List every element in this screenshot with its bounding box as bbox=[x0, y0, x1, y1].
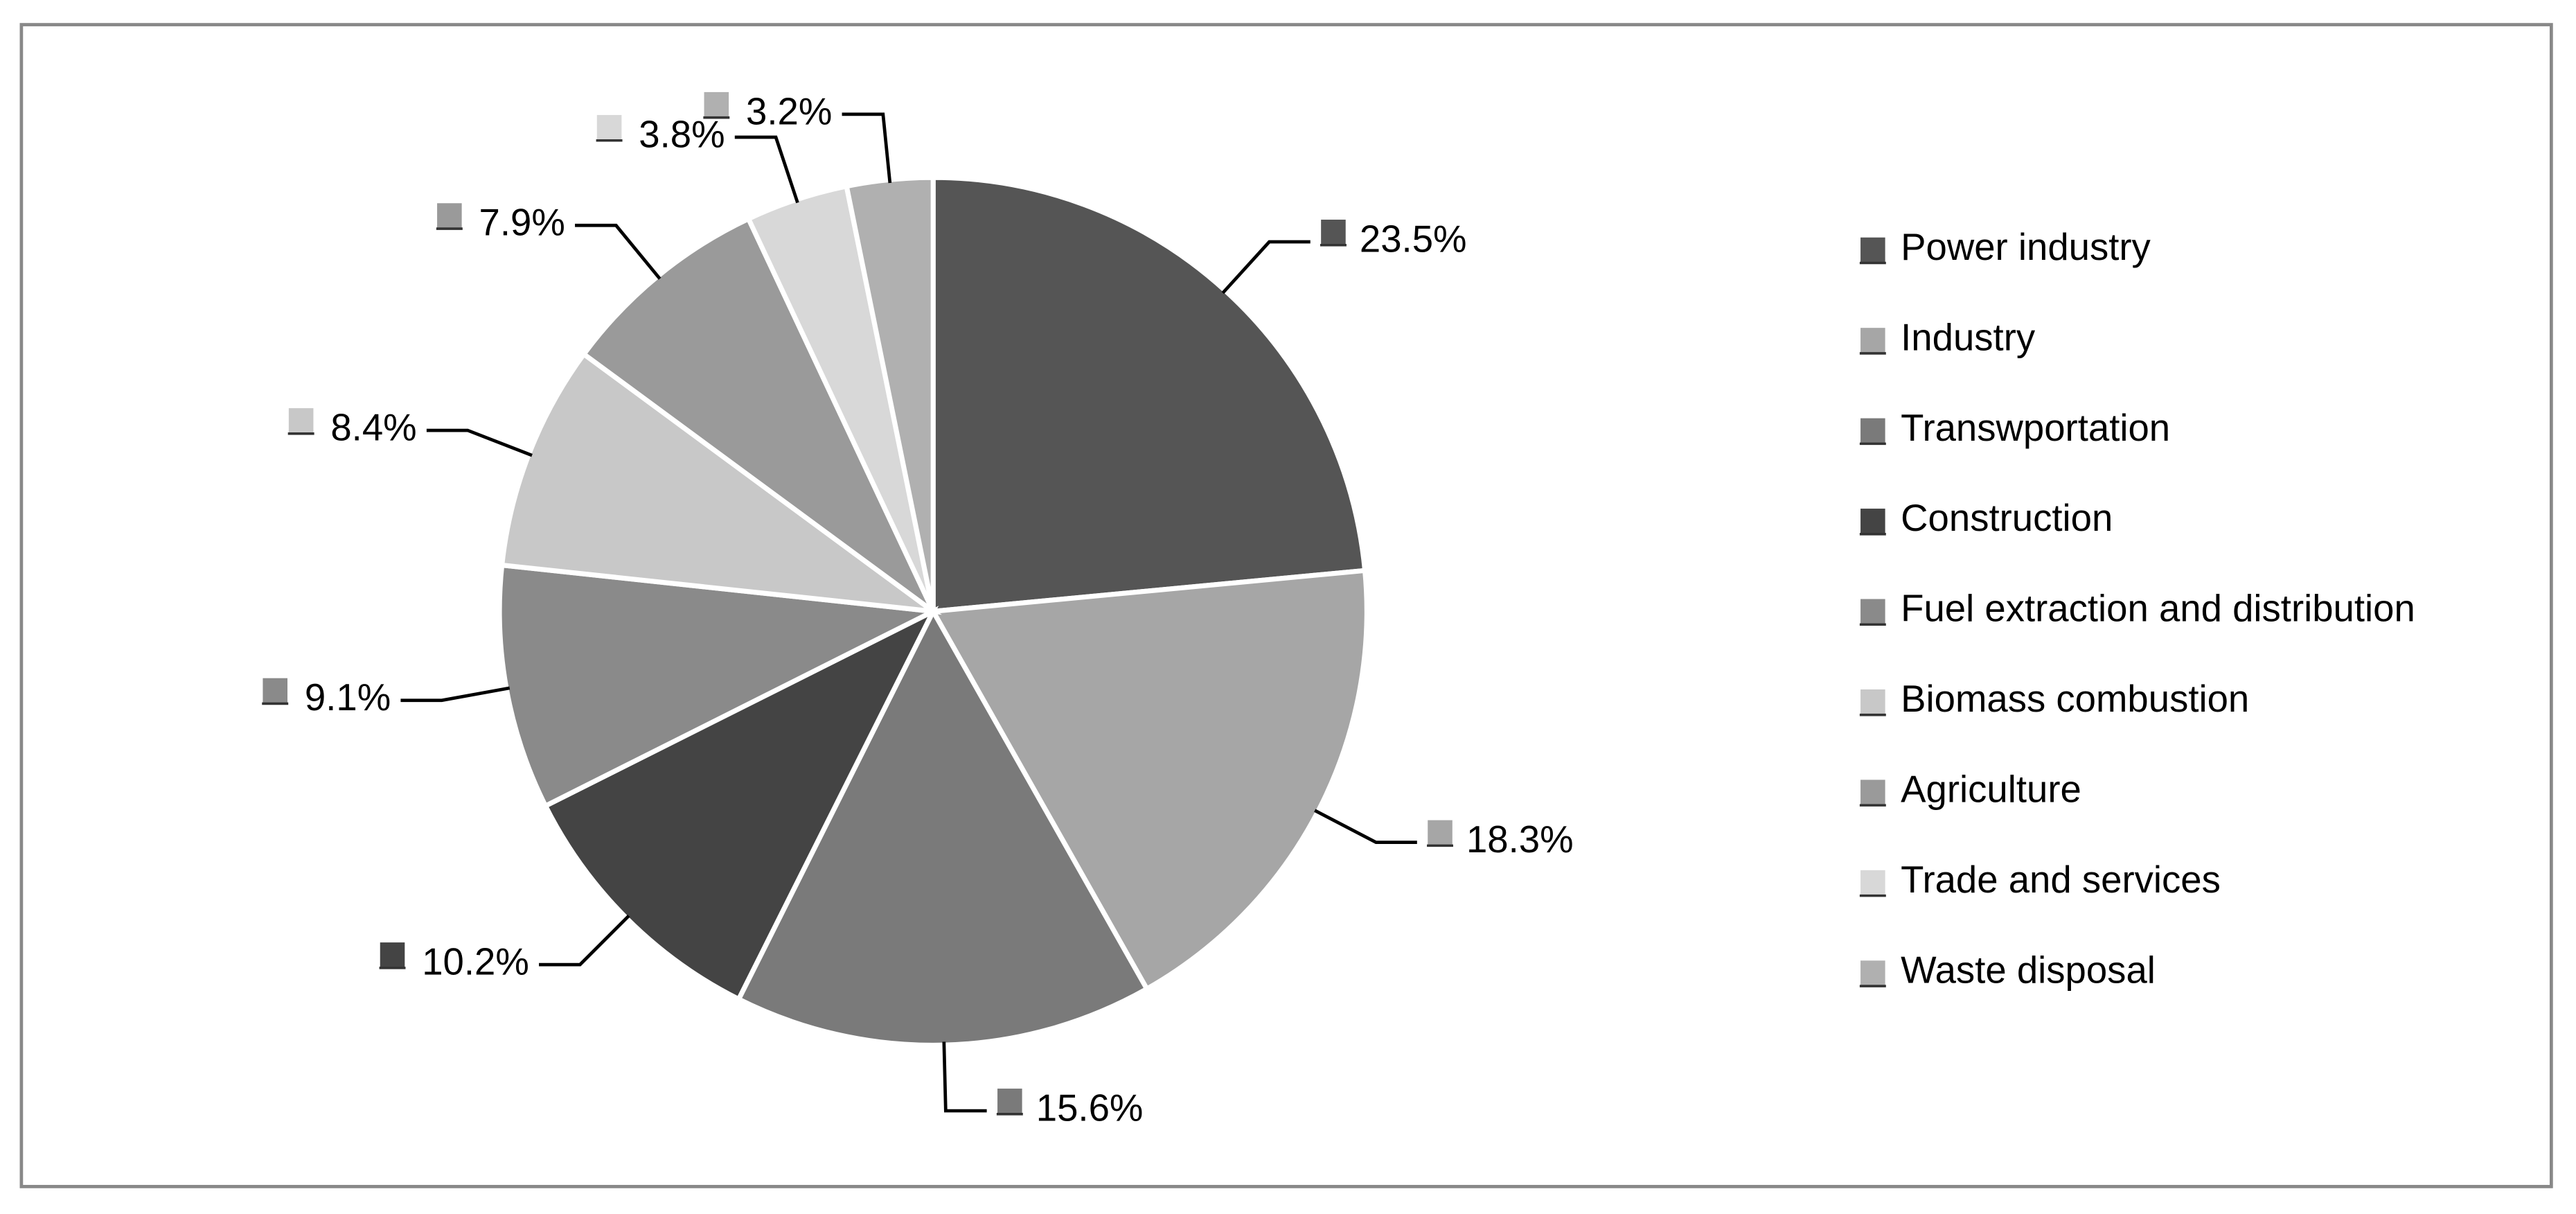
label-swatch bbox=[435, 201, 464, 230]
legend-swatch bbox=[1858, 416, 1887, 445]
leader-line bbox=[400, 686, 510, 703]
data-label: 9.1% bbox=[305, 676, 391, 719]
data-label: 23.5% bbox=[1360, 218, 1467, 260]
legend-label: Biomass combustion bbox=[1901, 678, 2249, 720]
leader-line bbox=[942, 1041, 987, 1113]
data-label: 15.6% bbox=[1036, 1087, 1144, 1129]
label-swatch bbox=[287, 406, 315, 435]
legend-swatch bbox=[1858, 326, 1887, 355]
leader-line bbox=[1221, 240, 1311, 294]
leader-line bbox=[1314, 809, 1417, 845]
legend-swatch bbox=[1858, 778, 1887, 807]
legend-label: Agriculture bbox=[1901, 768, 2081, 811]
leader-line bbox=[426, 428, 533, 457]
data-label: 3.2% bbox=[746, 90, 832, 132]
label-swatch bbox=[378, 940, 407, 969]
legend-swatch bbox=[1858, 958, 1887, 987]
label-swatch bbox=[1425, 818, 1455, 847]
leader-line bbox=[734, 135, 799, 204]
legend-label: Power industry bbox=[1901, 226, 2151, 268]
label-swatch bbox=[995, 1087, 1024, 1115]
legend-swatch bbox=[1858, 687, 1887, 716]
data-label: 8.4% bbox=[330, 406, 416, 448]
legend-label: Construction bbox=[1901, 497, 2113, 539]
legend-label: Transwportation bbox=[1901, 407, 2170, 449]
label-swatch bbox=[1319, 218, 1348, 246]
data-label: 7.9% bbox=[479, 202, 565, 244]
legend-label: Trade and services bbox=[1901, 859, 2221, 901]
label-swatch bbox=[595, 113, 623, 141]
leader-line bbox=[539, 915, 630, 967]
legend-swatch bbox=[1858, 868, 1887, 897]
leader-line bbox=[842, 112, 892, 184]
label-swatch bbox=[261, 676, 290, 705]
data-label: 3.8% bbox=[639, 113, 725, 155]
data-label: 18.3% bbox=[1466, 818, 1574, 861]
legend-label: Industry bbox=[1901, 316, 2036, 358]
legend-swatch bbox=[1858, 236, 1887, 264]
legend-label: Fuel extraction and distribution bbox=[1901, 588, 2415, 630]
data-label: 10.2% bbox=[422, 941, 529, 983]
legend-swatch bbox=[1858, 597, 1887, 626]
leader-line bbox=[575, 223, 661, 280]
legend-label: Waste disposal bbox=[1901, 949, 2156, 991]
legend-swatch bbox=[1858, 507, 1887, 535]
label-swatch bbox=[702, 90, 731, 118]
